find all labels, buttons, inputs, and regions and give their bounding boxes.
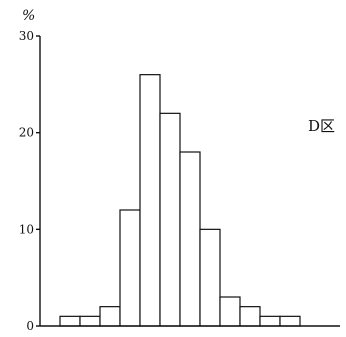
y-axis-ticks: 0 10 20 30 — [19, 29, 40, 333]
y-tick-label: 10 — [19, 222, 34, 236]
histogram-bar — [199, 228, 221, 327]
histogram-bar — [159, 112, 181, 327]
histogram-bar — [59, 315, 81, 327]
histogram-bar — [239, 306, 261, 327]
histogram-bars — [59, 74, 301, 327]
histogram-bar — [179, 151, 201, 327]
y-axis-unit-label: % — [22, 8, 35, 24]
y-tick-label: 20 — [19, 126, 34, 140]
histogram-bar — [119, 209, 141, 327]
y-tick-label: 0 — [26, 319, 34, 333]
histogram-bar — [99, 306, 121, 327]
panel-label: D区 — [308, 117, 335, 135]
histogram-bar — [279, 315, 301, 327]
histogram-bar — [259, 315, 281, 327]
histogram-bar — [79, 315, 101, 327]
histogram-bar — [219, 296, 241, 327]
histogram-bar — [139, 74, 161, 327]
y-tick-label: 30 — [19, 29, 34, 43]
